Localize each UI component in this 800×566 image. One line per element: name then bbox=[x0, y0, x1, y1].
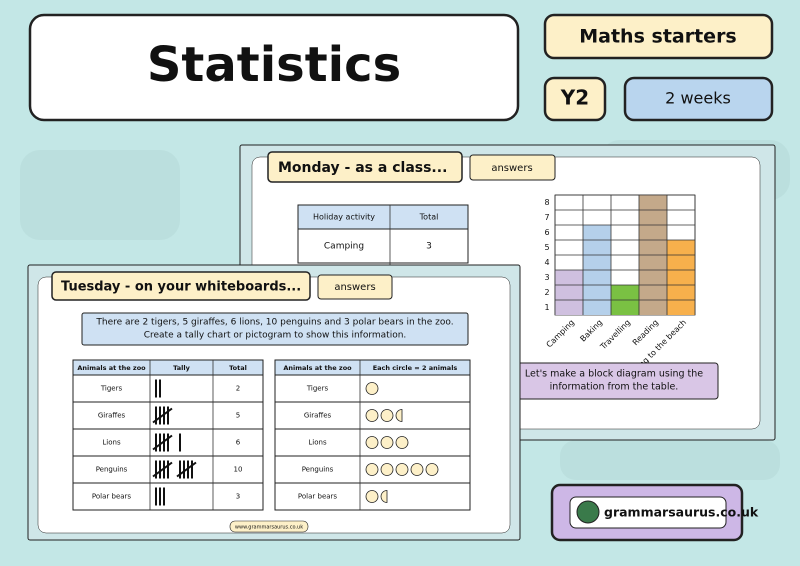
y-tick-label: 3 bbox=[544, 273, 549, 282]
pictogram-circle bbox=[410, 463, 424, 476]
pictogram-circle bbox=[365, 463, 379, 476]
pictogram-circle bbox=[365, 490, 379, 503]
tally-marks bbox=[152, 406, 173, 425]
tally-strike bbox=[152, 461, 173, 478]
block-bar bbox=[667, 240, 695, 315]
tally-strike bbox=[152, 434, 173, 451]
animal-name: Penguins bbox=[302, 466, 334, 474]
animal-total: 3 bbox=[236, 493, 240, 501]
year-label: Y2 bbox=[560, 86, 589, 110]
instruction-box bbox=[81, 312, 469, 346]
tally-strike bbox=[176, 461, 197, 478]
pictogram-circle bbox=[365, 382, 379, 395]
footer-pill bbox=[229, 520, 309, 533]
table-header-cell: Holiday activity bbox=[313, 213, 375, 222]
pictogram-header-cell: Animals at the zoo bbox=[283, 364, 352, 372]
logo-text: grammarsaurus.co.uk bbox=[604, 505, 759, 520]
animal-name: Polar bears bbox=[298, 493, 338, 501]
pictogram-circle bbox=[380, 436, 394, 449]
caption: information from the table. bbox=[550, 382, 679, 393]
y-tick-label: 1 bbox=[544, 303, 549, 312]
pictogram-circle bbox=[365, 409, 379, 422]
animal-name: Lions bbox=[308, 439, 327, 447]
pictogram-circle bbox=[380, 463, 394, 476]
decoration bbox=[560, 440, 780, 480]
slide-title-tab bbox=[267, 151, 463, 183]
logo-inner bbox=[569, 496, 727, 529]
animal-total: 10 bbox=[234, 466, 243, 474]
footer-text: www.grammarsaurus.co.uk bbox=[235, 525, 303, 531]
y-tick-label: 6 bbox=[544, 228, 549, 237]
animal-name: Tigers bbox=[306, 385, 329, 393]
y-tick-label: 2 bbox=[544, 288, 549, 297]
answers-button[interactable] bbox=[317, 274, 393, 300]
animal-name: Tigers bbox=[100, 385, 123, 393]
logo-icon bbox=[576, 500, 600, 524]
y-tick-label: 7 bbox=[544, 213, 549, 222]
block-bar bbox=[555, 270, 583, 315]
tally-marks bbox=[155, 379, 161, 398]
slide-title-tab bbox=[51, 271, 311, 301]
tally-marks bbox=[152, 460, 197, 479]
series-label: Maths starters bbox=[579, 26, 737, 48]
pictogram-circle bbox=[395, 463, 409, 476]
tally-strike bbox=[152, 407, 173, 424]
pictogram-half-circle bbox=[380, 490, 388, 503]
table-row bbox=[297, 228, 469, 264]
duration-label: 2 weeks bbox=[665, 89, 731, 108]
tally-header-cell: Animals at the zoo bbox=[77, 364, 146, 372]
decoration bbox=[20, 150, 180, 240]
pictogram-circle bbox=[425, 463, 439, 476]
title: Statistics bbox=[147, 37, 401, 93]
pictogram-circle bbox=[380, 409, 394, 422]
animal-total: 2 bbox=[236, 385, 240, 393]
table-cell: 3 bbox=[426, 242, 432, 252]
tally-header-cell: Total bbox=[229, 364, 247, 372]
y-tick-label: 4 bbox=[544, 258, 549, 267]
series-tag bbox=[543, 13, 774, 60]
animal-total: 6 bbox=[236, 439, 241, 447]
pictogram-row bbox=[274, 374, 471, 403]
instruction: Create a tally chart or pictogram to sho… bbox=[144, 331, 407, 341]
answers-button[interactable] bbox=[469, 154, 556, 181]
pictogram-half-circle bbox=[395, 409, 403, 422]
caption: Let's make a block diagram using the bbox=[525, 369, 703, 380]
title-box bbox=[28, 13, 520, 122]
slide-title: Monday - as a class... bbox=[278, 160, 447, 176]
duration-tag bbox=[623, 76, 774, 122]
slide-title: Tuesday - on your whiteboards... bbox=[61, 280, 301, 295]
pictogram-header-cell: Each circle = 2 animals bbox=[373, 364, 458, 372]
answers-label: answers bbox=[491, 163, 532, 174]
tally-header-cell: Tally bbox=[173, 364, 190, 372]
y-tick-label: 8 bbox=[544, 198, 549, 207]
pictogram-circle bbox=[395, 436, 409, 449]
table-header-cell: Total bbox=[419, 213, 439, 222]
pictogram-circle bbox=[365, 436, 379, 449]
year-tag bbox=[543, 76, 607, 122]
answers-label: answers bbox=[334, 282, 375, 293]
animal-name: Polar bears bbox=[92, 493, 132, 501]
animal-name: Giraffes bbox=[98, 412, 126, 420]
animal-total: 5 bbox=[236, 412, 240, 420]
tally-marks bbox=[152, 433, 181, 452]
animal-name: Lions bbox=[102, 439, 121, 447]
animal-name: Giraffes bbox=[304, 412, 332, 420]
animal-name: Penguins bbox=[96, 466, 128, 474]
y-tick-label: 5 bbox=[544, 243, 549, 252]
tuesday-slide: Tuesday - on your whiteboards... answers T… bbox=[27, 264, 521, 541]
instruction: There are 2 tigers, 5 giraffes, 6 lions,… bbox=[95, 318, 453, 328]
tally-row bbox=[72, 482, 264, 511]
tally-marks bbox=[155, 487, 165, 506]
table-cell: Camping bbox=[324, 242, 364, 252]
header: Statistics Maths starters Y2 2 weeks grammar… bbox=[28, 13, 774, 542]
